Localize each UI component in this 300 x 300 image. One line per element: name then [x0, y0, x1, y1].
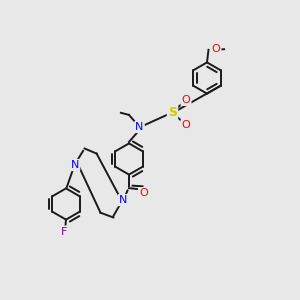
Text: N: N — [71, 160, 79, 170]
Text: S: S — [168, 106, 177, 119]
Text: O: O — [182, 120, 190, 130]
Text: N: N — [119, 195, 127, 205]
Text: O: O — [182, 95, 190, 105]
Text: F: F — [61, 226, 68, 237]
Text: N: N — [135, 122, 144, 132]
Text: O: O — [212, 44, 220, 54]
Text: O: O — [139, 188, 148, 198]
